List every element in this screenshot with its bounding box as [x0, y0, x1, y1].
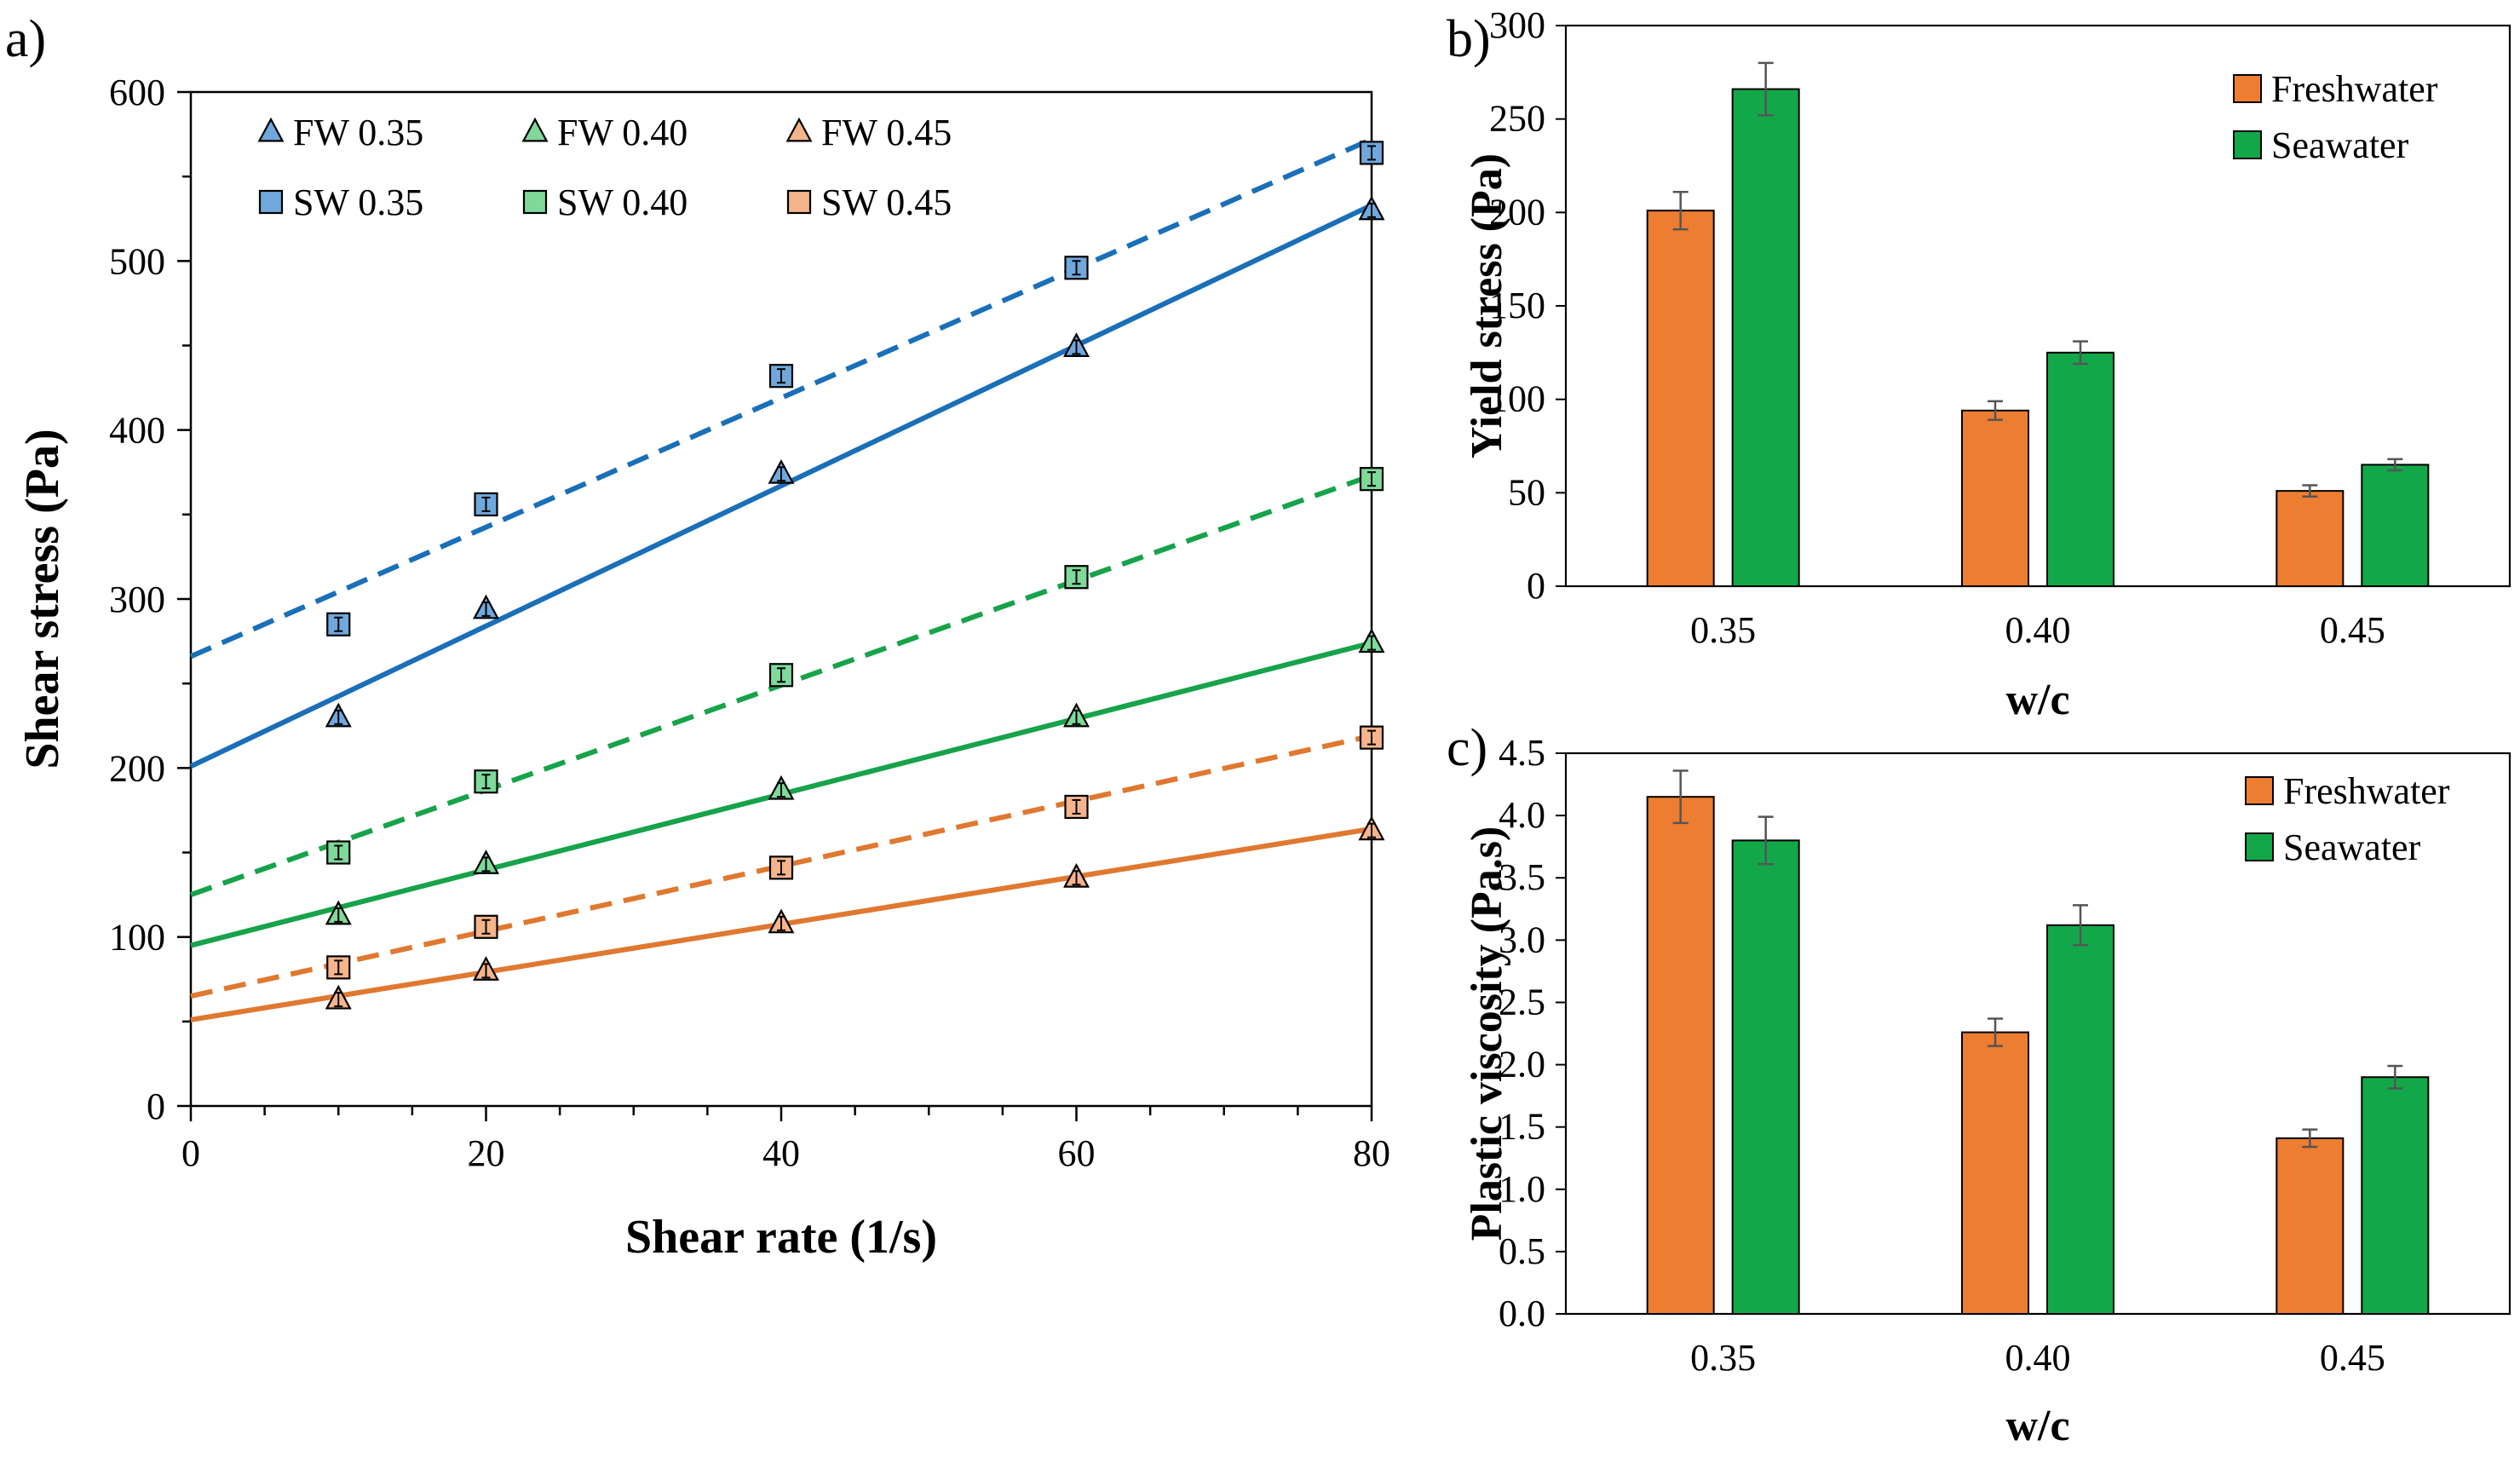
- legend-label-freshwater: Freshwater: [2283, 770, 2450, 812]
- x-tick-label: 60: [1058, 1132, 1096, 1174]
- panel-label-a: a): [5, 10, 46, 68]
- y-tick-label: 200: [109, 747, 165, 789]
- y-axis-title: Yield stress (Pa): [1463, 153, 1511, 458]
- bar-seawater-0-40: [2046, 924, 2114, 1315]
- legend-label-seawater: Seawater: [2283, 827, 2421, 868]
- chart-c: 0.0 0.5 1.0 1.5 2.0 2.5 3.0 3.5 4.0 4.5 0.35 0.40 0.…: [1447, 719, 2511, 1450]
- legend-swatch-freshwater: [2233, 74, 2262, 103]
- bar-seawater-0-35: [1731, 88, 1800, 588]
- legend-marker-fw-0-45: [785, 117, 813, 142]
- legend-swatch-seawater: [2245, 832, 2274, 861]
- x-tick-label: 40: [762, 1132, 800, 1174]
- x-tick-label: 0.45: [2320, 1337, 2385, 1379]
- y-tick-label: 300: [1489, 4, 1545, 46]
- legend-label-sw-0-35: SW 0.35: [293, 181, 423, 223]
- legend-swatch-freshwater: [2245, 776, 2274, 805]
- y-tick-label: 4.0: [1499, 794, 1545, 836]
- y-axis-title: Shear stress (Pa): [16, 429, 69, 769]
- x-tick-label: 0.35: [1690, 609, 1756, 651]
- bar-freshwater-0-35: [1646, 796, 1715, 1315]
- x-tick-label: 0.40: [2005, 609, 2071, 651]
- legend-label-seawater: Seawater: [2271, 124, 2409, 166]
- y-tick-label: 2.0: [1499, 1044, 1545, 1086]
- y-tick-label: 100: [1489, 378, 1545, 420]
- bar-freshwater-0-35: [1646, 210, 1715, 587]
- x-tick-label: 20: [468, 1132, 505, 1174]
- bar-seawater-0-40: [2046, 351, 2114, 587]
- x-tick-label: 80: [1353, 1132, 1390, 1174]
- bar-seawater-0-35: [1731, 839, 1800, 1315]
- y-tick-label: 3.5: [1499, 856, 1545, 898]
- y-tick-label: 100: [109, 917, 165, 959]
- y-tick-label: 300: [109, 579, 165, 620]
- bar-seawater-0-45: [2361, 1076, 2430, 1315]
- y-tick-label: 400: [109, 410, 165, 452]
- x-axis-title: w/c: [2005, 1402, 2069, 1450]
- y-tick-label: 0.0: [1499, 1293, 1545, 1334]
- y-tick-label: 50: [1508, 471, 1545, 513]
- legend-marker-fw-0-35: [257, 117, 285, 142]
- legend-marker-sw-0-35: [258, 189, 284, 215]
- y-axis-title: Plastic viscosity (Pa.s): [1463, 827, 1511, 1241]
- x-tick-label: 0.40: [2005, 1337, 2071, 1379]
- legend-label-sw-0-45: SW 0.45: [821, 181, 952, 223]
- legend-b: Freshwater Seawater: [2233, 68, 2438, 166]
- y-tick-label: 4.5: [1499, 732, 1545, 774]
- x-tick-label: 0: [181, 1132, 200, 1174]
- y-tick-label: 0.5: [1499, 1230, 1545, 1272]
- bar-freshwater-0-45: [2275, 490, 2345, 588]
- legend-swatch-seawater: [2233, 130, 2262, 159]
- y-tick-label: 600: [109, 72, 165, 113]
- y-tick-label: 150: [1489, 285, 1545, 326]
- fit-line-sw-0-45: [190, 733, 1372, 999]
- plot-frame: [189, 90, 1373, 1108]
- y-tick-label: 200: [1489, 191, 1545, 233]
- x-axis-title: w/c: [2005, 676, 2069, 724]
- x-axis-title: Shear rate (1/s): [625, 1211, 937, 1264]
- y-tick-label: 0: [147, 1086, 165, 1127]
- plot-frame: [1564, 752, 2511, 1316]
- legend-marker-sw-0-45: [786, 189, 812, 215]
- y-tick-label: 2.5: [1499, 981, 1545, 1022]
- legend-label-fw-0-40: FW 0.40: [557, 112, 688, 153]
- bar-freshwater-0-40: [1961, 1031, 2029, 1315]
- chart-a: 0 20 40 60 80 0 100 200 300 400 500 600 Shear rate (…: [5, 10, 1390, 1264]
- legend-a: FW 0.35 FW 0.40 FW 0.45 SW 0.35 SW 0.40 SW 0.…: [257, 112, 952, 223]
- panel-label-c: c): [1447, 719, 1487, 777]
- x-tick-label: 0.45: [2320, 609, 2385, 651]
- y-tick-label: 0: [1527, 565, 1545, 607]
- legend-marker-fw-0-40: [521, 117, 549, 142]
- legend-label-sw-0-40: SW 0.40: [557, 181, 688, 223]
- legend-label-fw-0-35: FW 0.35: [293, 112, 423, 153]
- bar-freshwater-0-40: [1961, 409, 2029, 587]
- legend-label-fw-0-45: FW 0.45: [821, 112, 952, 153]
- y-tick-label: 1.0: [1499, 1168, 1545, 1210]
- fit-line-fw-0-35: [189, 203, 1373, 769]
- x-tick-label: 0.35: [1690, 1337, 1756, 1379]
- bar-seawater-0-45: [2361, 464, 2430, 588]
- panel-label-b: b): [1447, 10, 1491, 68]
- y-tick-label: 3.0: [1499, 919, 1545, 960]
- y-tick-label: 1.5: [1499, 1106, 1545, 1148]
- y-tick-label: 250: [1489, 98, 1545, 140]
- fit-line-sw-0-35: [189, 136, 1373, 660]
- bar-freshwater-0-45: [2275, 1137, 2345, 1315]
- legend-marker-sw-0-40: [522, 189, 548, 215]
- legend-label-freshwater: Freshwater: [2271, 68, 2438, 110]
- legend-c: Freshwater Seawater: [2245, 770, 2450, 868]
- chart-b: 0 50 100 150 200 250 300 0.35 0.40 0.45 w/c Yield s…: [1447, 4, 2511, 724]
- y-tick-label: 500: [109, 240, 165, 282]
